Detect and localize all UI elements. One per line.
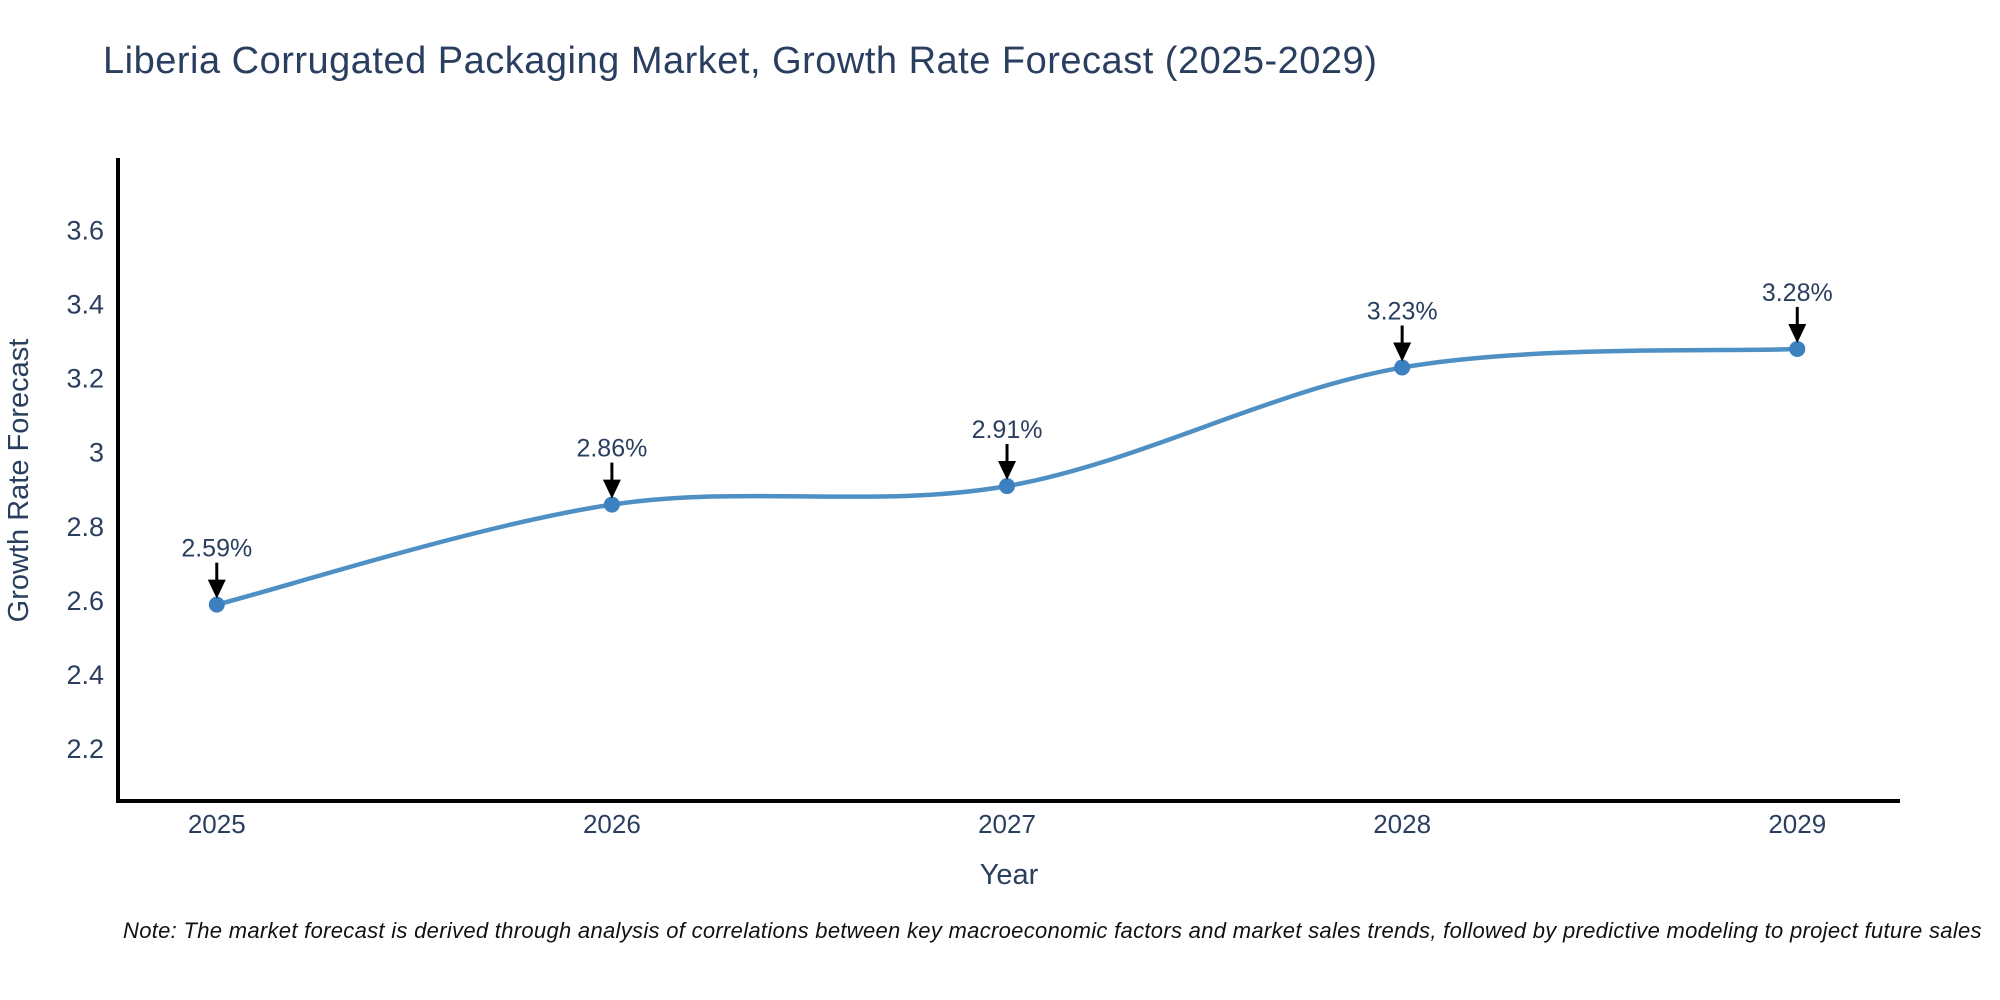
y-tick-label: 2.6: [66, 586, 104, 616]
data-point-marker[interactable]: [208, 596, 225, 613]
x-tick-label: 2026: [583, 809, 641, 839]
data-point-marker[interactable]: [1789, 340, 1806, 357]
data-point-label: 3.28%: [1762, 279, 1833, 307]
annotation-arrowhead-icon: [602, 479, 621, 499]
x-axis-title: Year: [980, 859, 1039, 891]
x-tick-label: 2028: [1373, 809, 1431, 839]
y-tick-label: 3: [89, 438, 104, 468]
x-tick-label: 2027: [978, 809, 1036, 839]
annotation-arrowhead-icon: [207, 579, 226, 599]
data-point-marker[interactable]: [1394, 359, 1411, 376]
annotation-arrowhead-icon: [1788, 323, 1807, 343]
y-tick-label: 2.2: [66, 734, 104, 764]
y-tick-label: 3.6: [66, 215, 104, 245]
x-tick-label: 2029: [1768, 809, 1826, 839]
annotation-arrowhead-icon: [1393, 342, 1412, 362]
x-tick-label: 2025: [188, 809, 246, 839]
data-point-marker[interactable]: [999, 478, 1016, 495]
annotation-arrowhead-icon: [998, 461, 1017, 481]
data-point-label: 3.23%: [1367, 297, 1438, 325]
y-axis-title: Growth Rate Forecast: [3, 339, 35, 623]
y-tick-label: 3.4: [66, 290, 104, 320]
chart-title: Liberia Corrugated Packaging Market, Gro…: [103, 40, 1378, 82]
y-tick-label: 3.2: [66, 364, 104, 394]
y-tick-label: 2.4: [66, 660, 104, 690]
data-point-label: 2.91%: [972, 416, 1043, 444]
data-point-label: 2.86%: [576, 435, 647, 463]
footnote: Note: The market forecast is derived thr…: [123, 918, 1982, 943]
data-point-label: 2.59%: [181, 535, 252, 563]
y-tick-label: 2.8: [66, 512, 104, 542]
data-point-marker[interactable]: [603, 496, 620, 513]
